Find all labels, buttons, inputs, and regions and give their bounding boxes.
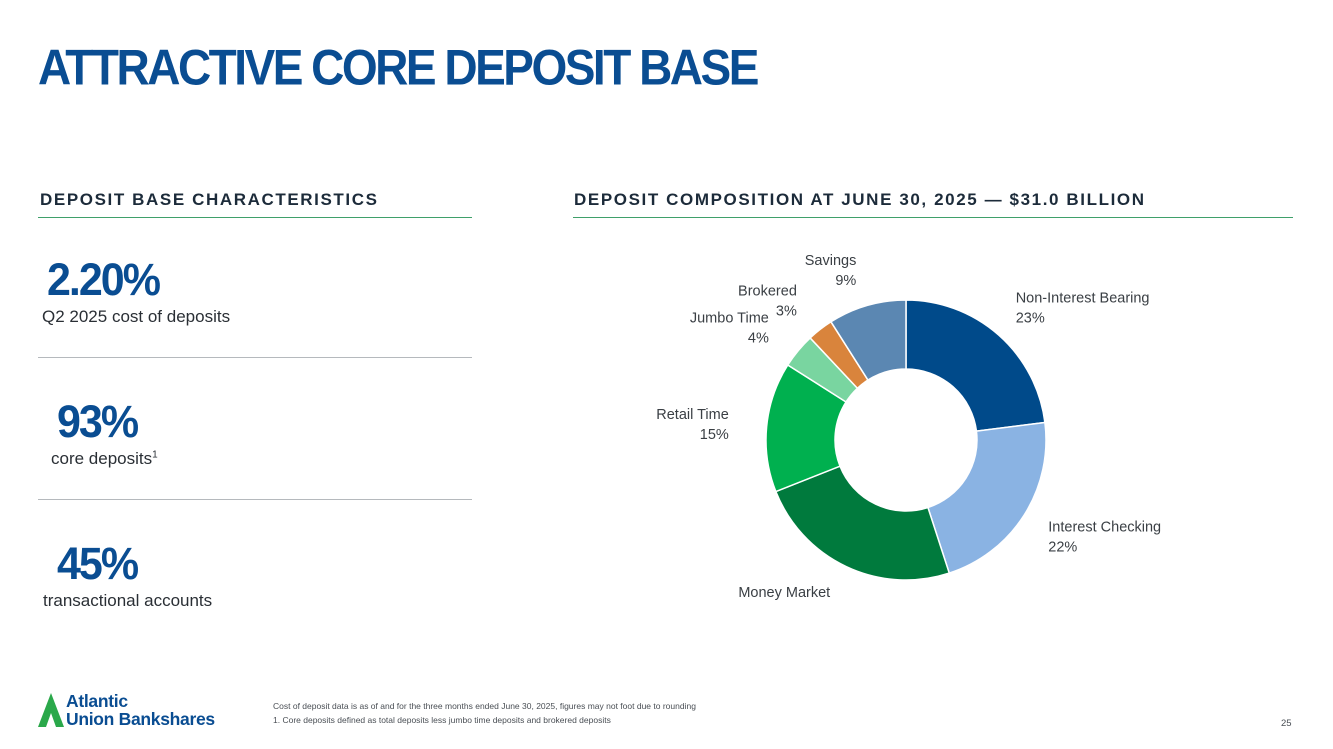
stat-core-deposits-text: core deposits <box>51 449 153 468</box>
donut-value-label: 4% <box>748 331 769 347</box>
page-title: ATTRACTIVE CORE DEPOSIT BASE <box>38 39 759 96</box>
deposit-composition-heading: DEPOSIT COMPOSITION AT JUNE 30, 2025 — $… <box>574 190 1146 209</box>
donut-slice-interest-checking <box>926 421 1047 575</box>
stat-divider <box>38 499 472 500</box>
footnote-1: Cost of deposit data is as of and for th… <box>273 701 696 711</box>
logo-wordmark: Atlantic Union Bankshares <box>66 692 215 728</box>
right-heading-rule <box>573 217 1293 218</box>
footnote-marker: 1 <box>152 449 158 461</box>
company-logo: Atlantic Union Bankshares <box>38 690 258 730</box>
donut-category-label: Brokered <box>738 283 797 299</box>
stat-transactional-label: transactional accounts <box>43 591 213 610</box>
donut-label: Non-Interest Bearing 23% <box>1016 290 1150 326</box>
donut-value-label: 3% <box>776 303 797 319</box>
logo-mark-icon <box>38 693 64 727</box>
stat-cost-of-deposits-value: 2.20% <box>47 255 161 306</box>
deposit-composition-donut-chart: Non-Interest Bearing 23% Interest Checking… <box>656 253 1161 605</box>
donut-value-label: 15% <box>700 427 729 443</box>
stat-core-deposits-label: core deposits1 <box>51 449 158 469</box>
donut-value-label: 22% <box>1048 539 1077 555</box>
donut-value-label: 9% <box>835 273 856 289</box>
donut-label: Money Market24% <box>738 585 830 605</box>
footnote-2: 1. Core deposits defined as total deposi… <box>273 715 611 725</box>
page-number: 25 <box>1281 718 1292 729</box>
donut-label: Savings 9% <box>805 253 857 289</box>
donut-category-label: Money Market <box>738 585 830 601</box>
donut-category-label: Non-Interest Bearing <box>1016 290 1150 306</box>
donut-category-label: Retail Time <box>656 407 729 423</box>
donut-slice-money-market <box>774 465 951 581</box>
deposit-characteristics-heading: DEPOSIT BASE CHARACTERISTICS <box>40 190 379 209</box>
logo-line-1: Atlantic <box>66 691 128 711</box>
stat-core-deposits-value: 93% <box>57 397 139 448</box>
donut-label: Retail Time 15% <box>656 407 729 443</box>
donut-value-label: 23% <box>1016 310 1045 326</box>
donut-slice-savings <box>829 299 907 382</box>
stat-transactional-value: 45% <box>57 539 139 590</box>
donut-label: Brokered 3% <box>738 283 797 319</box>
stat-divider <box>38 357 472 358</box>
donut-category-label: Interest Checking <box>1048 519 1161 535</box>
logo-line-2: Union Bankshares <box>66 709 215 729</box>
donut-label: Interest Checking 22% <box>1048 519 1161 555</box>
donut-category-label: Savings <box>805 253 857 269</box>
stat-cost-of-deposits-label: Q2 2025 cost of deposits <box>42 307 231 326</box>
donut-slice-non-interest-bearing <box>905 299 1046 432</box>
donut-category-label: Jumbo Time <box>690 311 769 327</box>
donut-label: Jumbo Time 4% <box>690 311 769 347</box>
left-heading-rule <box>38 217 472 218</box>
